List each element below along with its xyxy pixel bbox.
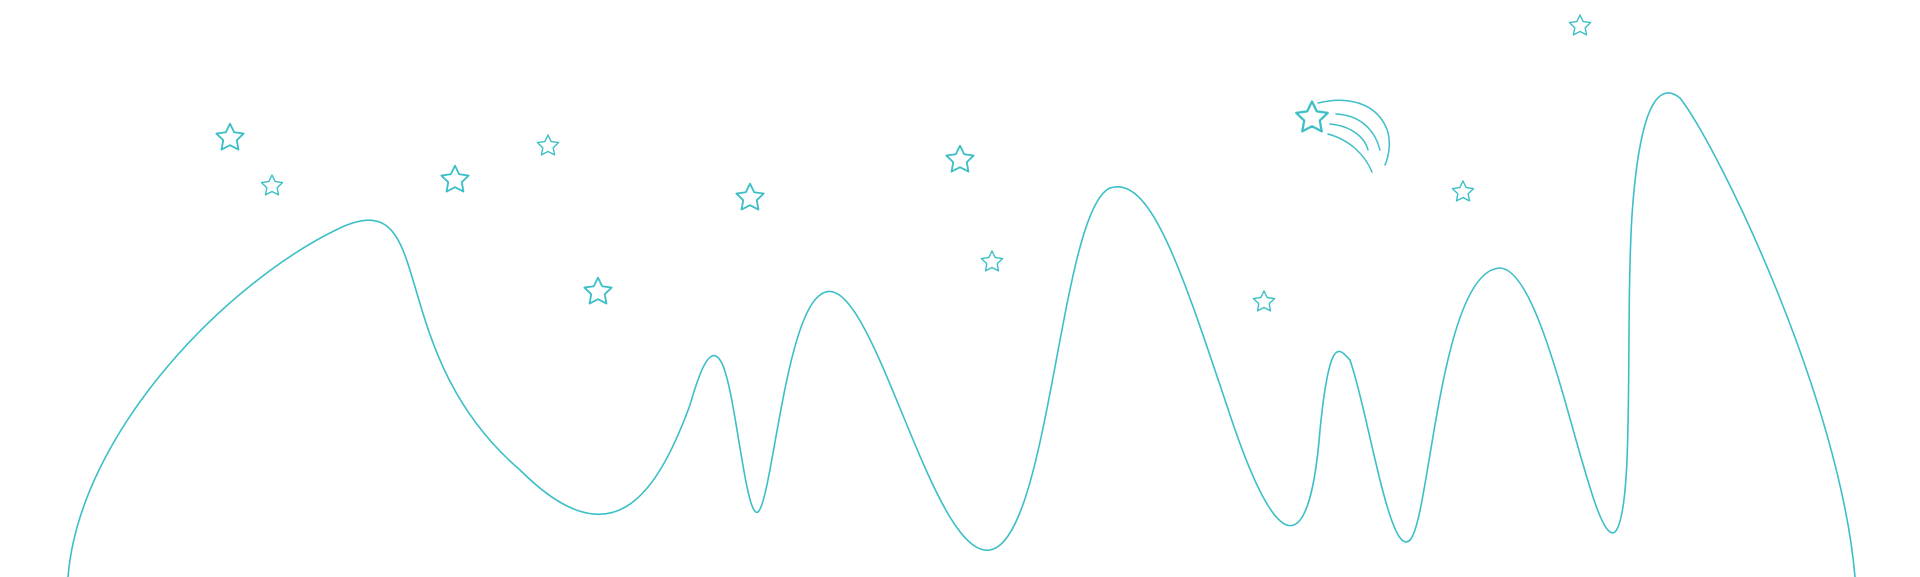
star-icon (735, 182, 765, 211)
star-icon (1252, 290, 1276, 312)
comet-icon (1295, 99, 1391, 173)
star-icon (215, 122, 245, 151)
hills-outline (67, 92, 1856, 577)
star-icon (536, 134, 560, 156)
star-icon (440, 164, 470, 193)
star-icon (980, 250, 1004, 272)
star-icon (945, 144, 975, 173)
star-icon (583, 276, 613, 305)
star-icon (1451, 180, 1475, 202)
star-icon (260, 174, 284, 196)
star-icon (1568, 14, 1592, 36)
